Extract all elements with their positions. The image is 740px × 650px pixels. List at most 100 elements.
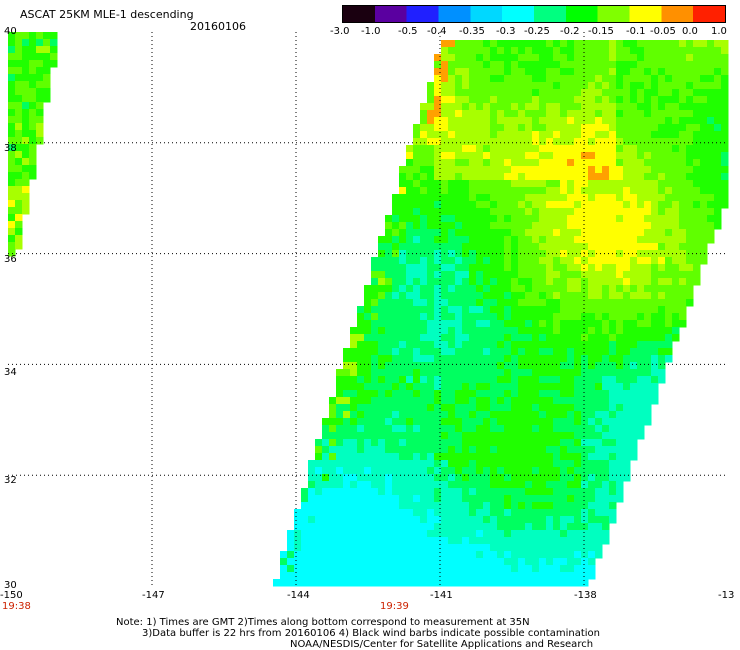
- swath-cell-2558: [567, 425, 575, 433]
- swath-cell-2979: [602, 488, 610, 496]
- swath-cell-2926: [553, 481, 561, 489]
- swath-cell-3215: [322, 530, 330, 538]
- swath-cell-2054: [644, 348, 652, 356]
- swath-cell-1792: [462, 313, 470, 321]
- swath-cell-2211: [427, 376, 435, 384]
- swath-cell-1553: [448, 278, 456, 286]
- swath-cell-814: [609, 166, 617, 174]
- swath-cell-848: [518, 173, 526, 181]
- swath-cell-3479: [567, 565, 575, 573]
- swath-cell-2268: [497, 383, 505, 391]
- swath-cell-71: [651, 47, 659, 55]
- swath-cell-1176: [476, 222, 484, 230]
- swath-cell-425: [434, 110, 442, 118]
- swath-cell-3570: [567, 579, 575, 587]
- swath-cell-2556: [553, 425, 561, 433]
- swath-cell-3151: [518, 516, 526, 524]
- swath-cell-2576: [371, 432, 379, 440]
- swath-cell-2185: [574, 369, 582, 377]
- swath-cell-3292: [539, 537, 547, 545]
- swath-cell-832: [406, 173, 414, 181]
- swath-cell-2606: [581, 432, 589, 440]
- swath-cell-3193: [490, 523, 498, 531]
- swath-cell-1491: [672, 264, 680, 272]
- swath-cell-657: [483, 145, 491, 153]
- swath-cell-3471: [511, 565, 519, 573]
- swath-cell-2790: [567, 460, 575, 468]
- swath-cell-1161: [707, 215, 715, 223]
- swath-cell-1580: [637, 278, 645, 286]
- swath-cell-1986: [497, 341, 505, 349]
- swath-cell-713: [553, 152, 561, 160]
- swath-cell-157: [665, 61, 673, 69]
- swath-cell-3412: [413, 558, 421, 566]
- swath-cell-1467: [504, 264, 512, 272]
- swath-cell-849: [525, 173, 533, 181]
- swath-cell-883: [434, 180, 442, 188]
- swath-cell-1558: [483, 278, 491, 286]
- swath-cell-260: [497, 82, 505, 90]
- swath-cell-2953: [420, 488, 428, 496]
- swath-cell-966: [686, 187, 694, 195]
- swath-cell-1778: [364, 313, 372, 321]
- swath-cell-1005: [623, 194, 631, 202]
- swath-cell-576: [553, 131, 561, 139]
- swath-cell-144: [574, 61, 582, 69]
- swath-cell-3495: [364, 572, 372, 580]
- swath-cell-2392: [385, 404, 393, 412]
- swath-cell-412: [651, 103, 659, 111]
- swath-cell-3492: [343, 572, 351, 580]
- swath-cell-219: [511, 75, 519, 83]
- swath-cell-3542: [371, 579, 379, 587]
- swath-cell-2542: [455, 425, 463, 433]
- swath-cell-1074: [434, 208, 442, 216]
- swath-cell-141: [553, 61, 561, 69]
- swath-cell-3520: [539, 572, 547, 580]
- swath-cell-1122: [434, 215, 442, 223]
- swath-cell-853: [553, 173, 561, 181]
- swath-cell-3059: [518, 502, 526, 510]
- left-swath-cell-112: [15, 172, 23, 180]
- swath-cell-1747: [476, 306, 484, 314]
- swath-cell-3258: [301, 537, 309, 545]
- swath-cell-2352: [434, 397, 442, 405]
- swath-cell-1146: [602, 215, 610, 223]
- swath-cell-2495: [455, 418, 463, 426]
- swath-cell-185: [567, 68, 575, 76]
- left-swath-cell-57: [36, 88, 44, 96]
- swath-cell-2830: [525, 467, 533, 475]
- swath-cell-137: [525, 61, 533, 69]
- swath-cell-2743: [567, 453, 575, 461]
- swath-cell-747: [469, 159, 477, 167]
- swath-cell-2069: [420, 355, 428, 363]
- swath-cell-3053: [476, 502, 484, 510]
- swath-cell-2853: [364, 474, 372, 482]
- swath-cell-510: [721, 117, 729, 125]
- swath-cell-765: [595, 159, 603, 167]
- swath-cell-2084: [525, 355, 533, 363]
- swath-cell-2297: [378, 390, 386, 398]
- swath-cell-2746: [588, 453, 596, 461]
- swath-cell-879: [406, 180, 414, 188]
- swath-cell-2768: [413, 460, 421, 468]
- swath-cell-363: [616, 96, 624, 104]
- left-swath-cell-59: [8, 95, 16, 103]
- swath-cell-824: [679, 166, 687, 174]
- swath-cell-1740: [427, 306, 435, 314]
- swath-cell-2928: [567, 481, 575, 489]
- swath-cell-305: [511, 89, 519, 97]
- swath-cell-389: [490, 103, 498, 111]
- left-swath-cell-98: [29, 144, 37, 152]
- swath-cell-1120: [420, 215, 428, 223]
- swath-cell-693: [413, 152, 421, 160]
- swath-cell-1525: [581, 271, 589, 279]
- swath-cell-1149: [623, 215, 631, 223]
- swath-cell-3100: [483, 509, 491, 517]
- swath-cell-1537: [665, 271, 673, 279]
- swath-cell-2167: [448, 369, 456, 377]
- swath-cell-454: [637, 110, 645, 118]
- swath-cell-2477: [329, 418, 337, 426]
- swath-cell-3367: [420, 551, 428, 559]
- swath-cell-1521: [553, 271, 561, 279]
- swath-cell-1732: [371, 306, 379, 314]
